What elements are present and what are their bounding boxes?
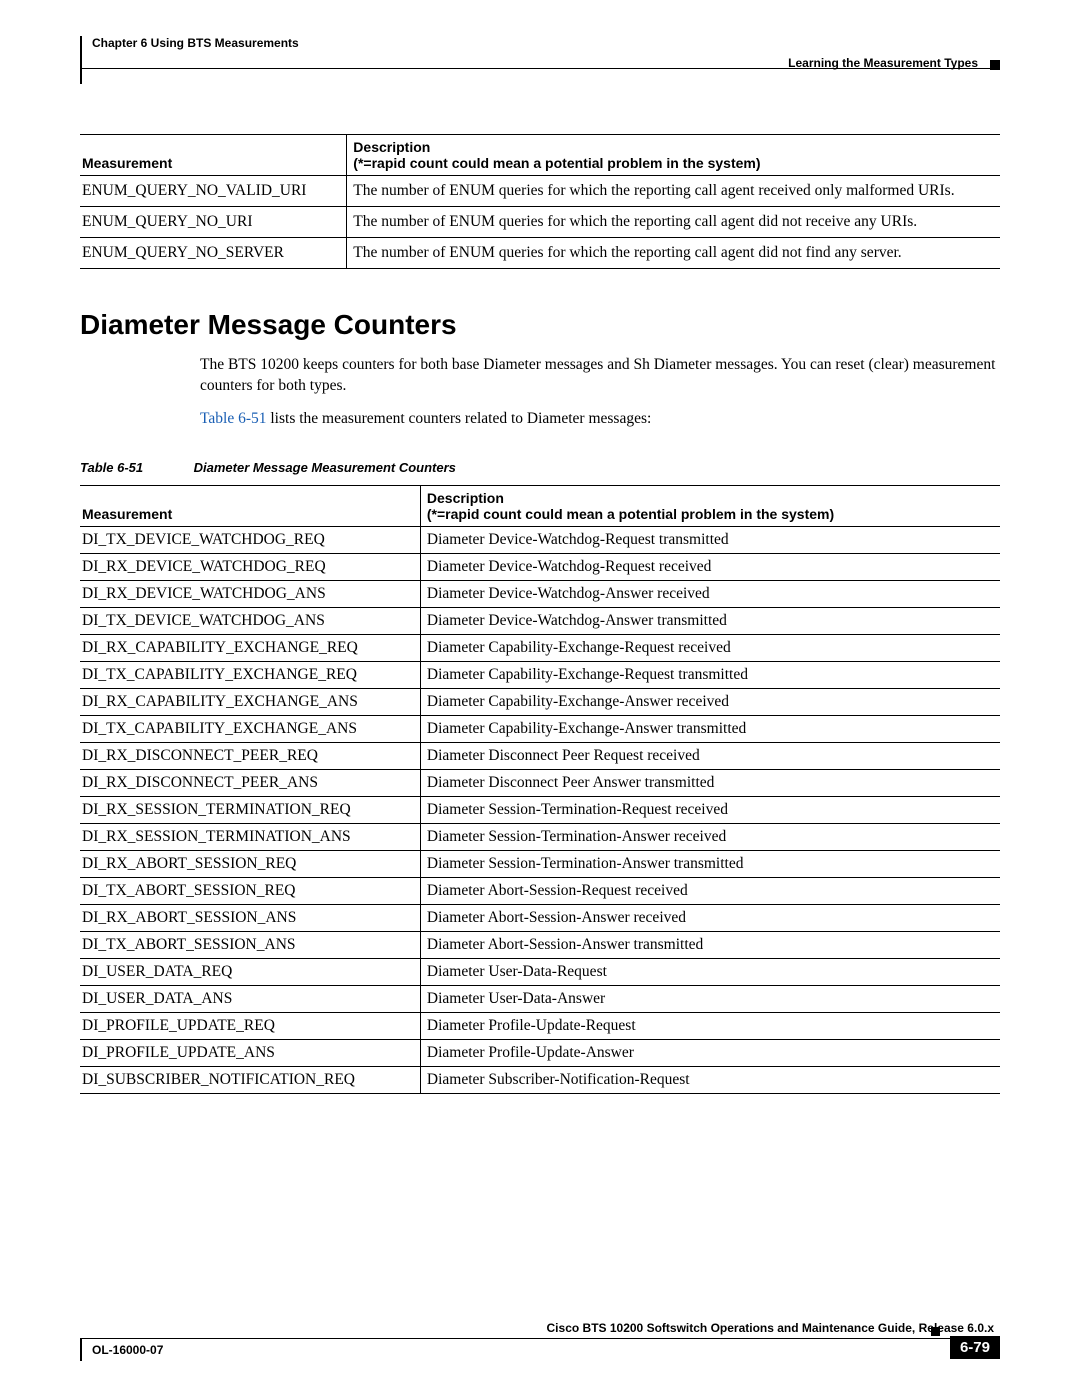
table-row: DI_RX_CAPABILITY_EXCHANGE_ANSDiameter Ca… [80,688,1000,715]
measurement-cell: DI_RX_ABORT_SESSION_ANS [80,904,420,931]
header-rule [82,68,1000,69]
header-chapter: Chapter 6 Using BTS Measurements [92,36,299,50]
table-row: ENUM_QUERY_NO_URIThe number of ENUM quer… [80,207,1000,238]
measurement-cell: DI_RX_CAPABILITY_EXCHANGE_REQ [80,634,420,661]
diameter-table: Measurement Description (*=rapid count c… [80,485,1000,1094]
measurement-cell: DI_RX_DISCONNECT_PEER_ANS [80,769,420,796]
measurement-cell: DI_TX_CAPABILITY_EXCHANGE_REQ [80,661,420,688]
measurement-cell: DI_TX_DEVICE_WATCHDOG_REQ [80,526,420,553]
description-cell: Diameter Session-Termination-Answer rece… [420,823,1000,850]
table-caption-title: Diameter Message Measurement Counters [194,460,456,475]
description-cell: Diameter Abort-Session-Request received [420,877,1000,904]
table-row: DI_USER_DATA_ANSDiameter User-Data-Answe… [80,985,1000,1012]
measurement-cell: ENUM_QUERY_NO_VALID_URI [80,176,347,207]
para-2-rest: lists the measurement counters related t… [267,410,652,427]
table-row: DI_RX_SESSION_TERMINATION_ANSDiameter Se… [80,823,1000,850]
para-1: The BTS 10200 keeps counters for both ba… [80,355,1000,397]
description-cell: Diameter Capability-Exchange-Answer rece… [420,688,1000,715]
table-row: DI_SUBSCRIBER_NOTIFICATION_REQDiameter S… [80,1066,1000,1093]
enum-table-col1-header: Measurement [80,135,347,176]
enum-table-col2-header-line1: Description [353,139,430,155]
description-cell: Diameter Device-Watchdog-Answer received [420,580,1000,607]
description-cell: Diameter Capability-Exchange-Request rec… [420,634,1000,661]
table-row: DI_PROFILE_UPDATE_ANSDiameter Profile-Up… [80,1039,1000,1066]
measurement-cell: DI_RX_SESSION_TERMINATION_ANS [80,823,420,850]
enum-table: Measurement Description (*=rapid count c… [80,134,1000,269]
description-cell: Diameter Disconnect Peer Answer transmit… [420,769,1000,796]
table-row: DI_TX_ABORT_SESSION_ANSDiameter Abort-Se… [80,931,1000,958]
measurement-cell: DI_TX_ABORT_SESSION_ANS [80,931,420,958]
footer-guide-title: Cisco BTS 10200 Softswitch Operations an… [80,1321,1000,1338]
description-cell: Diameter Abort-Session-Answer transmitte… [420,931,1000,958]
table-row: DI_RX_SESSION_TERMINATION_REQDiameter Se… [80,796,1000,823]
measurement-cell: DI_TX_DEVICE_WATCHDOG_ANS [80,607,420,634]
table-row: DI_TX_CAPABILITY_EXCHANGE_ANSDiameter Ca… [80,715,1000,742]
table-row: ENUM_QUERY_NO_VALID_URIThe number of ENU… [80,176,1000,207]
table-row: DI_RX_DISCONNECT_PEER_REQDiameter Discon… [80,742,1000,769]
enum-table-col2-header-line2: (*=rapid count could mean a potential pr… [353,155,760,171]
para-2: Table 6-51 lists the measurement counter… [80,409,1000,430]
description-cell: Diameter Session-Termination-Request rec… [420,796,1000,823]
measurement-cell: DI_USER_DATA_ANS [80,985,420,1012]
description-cell: The number of ENUM queries for which the… [347,207,1000,238]
table-caption: Table 6-51 Diameter Message Measurement … [80,460,1000,475]
table-row: DI_RX_ABORT_SESSION_ANSDiameter Abort-Se… [80,904,1000,931]
table-row: DI_RX_DEVICE_WATCHDOG_ANSDiameter Device… [80,580,1000,607]
measurement-cell: DI_RX_DEVICE_WATCHDOG_REQ [80,553,420,580]
table-row: DI_TX_CAPABILITY_EXCHANGE_REQDiameter Ca… [80,661,1000,688]
description-cell: The number of ENUM queries for which the… [347,176,1000,207]
measurement-cell: DI_PROFILE_UPDATE_REQ [80,1012,420,1039]
footer-marker-icon [931,1327,940,1336]
measurement-cell: DI_RX_CAPABILITY_EXCHANGE_ANS [80,688,420,715]
description-cell: Diameter Device-Watchdog-Request transmi… [420,526,1000,553]
table-row: DI_TX_ABORT_SESSION_REQDiameter Abort-Se… [80,877,1000,904]
table-row: DI_RX_CAPABILITY_EXCHANGE_REQDiameter Ca… [80,634,1000,661]
measurement-cell: DI_TX_CAPABILITY_EXCHANGE_ANS [80,715,420,742]
description-cell: Diameter Device-Watchdog-Answer transmit… [420,607,1000,634]
table-row: ENUM_QUERY_NO_SERVERThe number of ENUM q… [80,238,1000,269]
measurement-cell: DI_RX_SESSION_TERMINATION_REQ [80,796,420,823]
page-header: Chapter 6 Using BTS Measurements Learnin… [80,36,1000,84]
table-row: DI_TX_DEVICE_WATCHDOG_ANSDiameter Device… [80,607,1000,634]
description-cell: Diameter Profile-Update-Request [420,1012,1000,1039]
measurement-cell: DI_SUBSCRIBER_NOTIFICATION_REQ [80,1066,420,1093]
measurement-cell: ENUM_QUERY_NO_SERVER [80,238,347,269]
measurement-cell: DI_RX_ABORT_SESSION_REQ [80,850,420,877]
description-cell: Diameter Subscriber-Notification-Request [420,1066,1000,1093]
description-cell: Diameter Disconnect Peer Request receive… [420,742,1000,769]
measurement-cell: ENUM_QUERY_NO_URI [80,207,347,238]
description-cell: Diameter User-Data-Request [420,958,1000,985]
diameter-table-col2-header: Description (*=rapid count could mean a … [420,485,1000,526]
description-cell: Diameter Session-Termination-Answer tran… [420,850,1000,877]
description-cell: Diameter Capability-Exchange-Answer tran… [420,715,1000,742]
description-cell: Diameter Profile-Update-Answer [420,1039,1000,1066]
footer-doc-number: OL-16000-07 [92,1343,163,1357]
table-row: DI_RX_ABORT_SESSION_REQDiameter Session-… [80,850,1000,877]
footer-page-number: 6-79 [950,1336,1000,1359]
description-cell: Diameter Capability-Exchange-Request tra… [420,661,1000,688]
measurement-cell: DI_RX_DEVICE_WATCHDOG_ANS [80,580,420,607]
measurement-cell: DI_RX_DISCONNECT_PEER_REQ [80,742,420,769]
enum-table-col2-header: Description (*=rapid count could mean a … [347,135,1000,176]
table-row: DI_RX_DEVICE_WATCHDOG_REQDiameter Device… [80,553,1000,580]
table-row: DI_RX_DISCONNECT_PEER_ANSDiameter Discon… [80,769,1000,796]
diameter-table-col2-header-line1: Description [427,490,504,506]
page-footer: Cisco BTS 10200 Softswitch Operations an… [80,1321,1000,1361]
measurement-cell: DI_USER_DATA_REQ [80,958,420,985]
measurement-cell: DI_PROFILE_UPDATE_ANS [80,1039,420,1066]
diameter-table-col2-header-line2: (*=rapid count could mean a potential pr… [427,506,834,522]
table-ref-link[interactable]: Table 6-51 [200,410,267,427]
section-heading: Diameter Message Counters [80,309,1000,341]
description-cell: The number of ENUM queries for which the… [347,238,1000,269]
table-caption-num: Table 6-51 [80,460,190,475]
table-row: DI_TX_DEVICE_WATCHDOG_REQDiameter Device… [80,526,1000,553]
table-row: DI_USER_DATA_REQDiameter User-Data-Reque… [80,958,1000,985]
table-row: DI_PROFILE_UPDATE_REQDiameter Profile-Up… [80,1012,1000,1039]
diameter-table-col1-header: Measurement [80,485,420,526]
description-cell: Diameter Abort-Session-Answer received [420,904,1000,931]
measurement-cell: DI_TX_ABORT_SESSION_REQ [80,877,420,904]
description-cell: Diameter User-Data-Answer [420,985,1000,1012]
description-cell: Diameter Device-Watchdog-Request receive… [420,553,1000,580]
